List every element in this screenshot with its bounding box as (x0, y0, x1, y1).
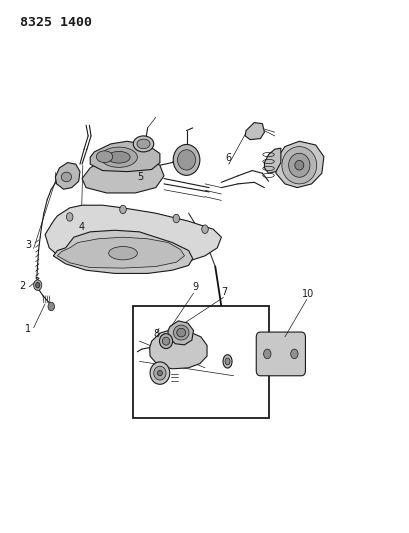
Ellipse shape (100, 147, 137, 167)
Circle shape (66, 213, 73, 221)
Ellipse shape (222, 355, 231, 368)
Text: 6: 6 (225, 153, 231, 163)
Text: 7: 7 (221, 287, 227, 297)
Circle shape (290, 349, 297, 359)
Ellipse shape (150, 362, 169, 384)
Polygon shape (275, 141, 323, 188)
Circle shape (173, 214, 179, 223)
Text: 2: 2 (19, 281, 26, 291)
Ellipse shape (162, 337, 169, 345)
Ellipse shape (107, 151, 130, 163)
Circle shape (201, 225, 208, 233)
Circle shape (36, 282, 40, 288)
Circle shape (34, 280, 42, 290)
Text: 5: 5 (137, 172, 143, 182)
Polygon shape (55, 163, 80, 189)
Polygon shape (168, 321, 193, 345)
Polygon shape (90, 141, 160, 172)
Ellipse shape (173, 144, 200, 175)
Ellipse shape (133, 136, 153, 152)
Ellipse shape (177, 150, 195, 170)
Circle shape (263, 349, 270, 359)
Text: 9: 9 (192, 282, 198, 293)
Text: 4: 4 (78, 222, 84, 232)
Ellipse shape (294, 160, 303, 170)
Polygon shape (53, 230, 192, 273)
Ellipse shape (159, 334, 172, 349)
Ellipse shape (96, 151, 112, 163)
Ellipse shape (157, 370, 162, 376)
Polygon shape (82, 155, 164, 193)
Ellipse shape (61, 172, 71, 182)
Circle shape (48, 302, 54, 311)
Polygon shape (264, 148, 280, 173)
Ellipse shape (137, 139, 150, 149)
Ellipse shape (176, 328, 185, 337)
Text: 8: 8 (153, 329, 159, 339)
Text: 8325 1400: 8325 1400 (20, 16, 92, 29)
Ellipse shape (173, 325, 189, 340)
Polygon shape (149, 329, 207, 369)
Circle shape (119, 205, 126, 214)
Text: 10: 10 (301, 289, 314, 299)
Text: 3: 3 (25, 240, 31, 251)
FancyBboxPatch shape (256, 332, 305, 376)
Polygon shape (45, 205, 221, 266)
Ellipse shape (225, 358, 229, 365)
Ellipse shape (153, 366, 166, 380)
Polygon shape (245, 123, 264, 140)
Polygon shape (57, 237, 184, 268)
Ellipse shape (288, 154, 309, 177)
Ellipse shape (108, 246, 137, 260)
Text: 1: 1 (25, 324, 31, 334)
Ellipse shape (281, 147, 316, 184)
Bar (133, 306, 268, 418)
